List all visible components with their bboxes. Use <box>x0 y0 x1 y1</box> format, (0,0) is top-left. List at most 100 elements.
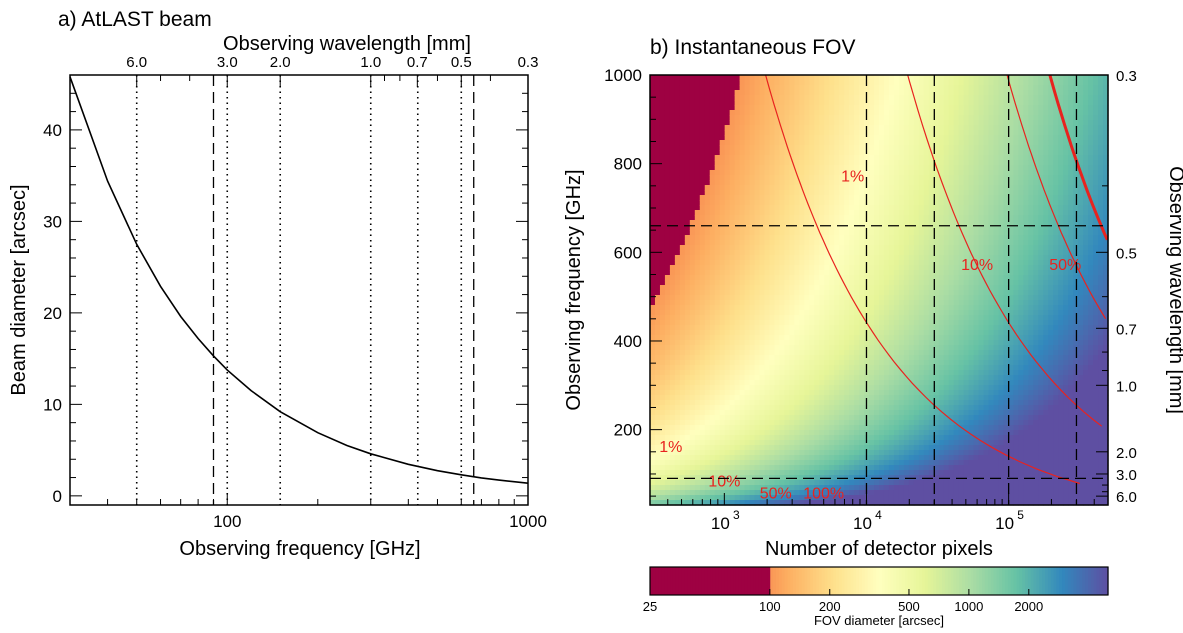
panel-b-heatmap-cell <box>844 290 850 296</box>
panel-b-heatmap-cell <box>679 295 686 301</box>
panel-b-heatmap-cell <box>659 285 666 291</box>
panel-b-heatmap-cell <box>869 260 875 266</box>
panel-b-heatmap-cell <box>849 265 855 271</box>
panel-b-heatmap-cell <box>659 455 666 461</box>
panel-b-heatmap-cell <box>684 235 691 241</box>
panel-b-heatmap-cell <box>918 185 925 191</box>
panel-b-heatmap-cell <box>784 480 790 486</box>
panel-b-heatmap-cell <box>913 315 920 321</box>
panel-b-heatmap-cell <box>883 460 890 466</box>
panel-b-heatmap-cell <box>859 470 865 476</box>
panel-b-heatmap-cell <box>829 425 835 431</box>
panel-b-heatmap-cell <box>764 110 771 116</box>
panel-b-heatmap-cell <box>754 170 761 176</box>
panel-b-heatmap-cell <box>784 225 790 231</box>
panel-b-heatmap-cell <box>888 235 895 241</box>
panel-b-heatmap-cell <box>908 210 915 216</box>
panel-b-heatmap-cell <box>664 220 671 226</box>
panel-b-heatmap-cell <box>819 165 825 171</box>
panel-b-heatmap-cell <box>669 290 676 296</box>
panel-b-heatmap-cell <box>654 230 661 236</box>
panel-b-heatmap-cell <box>719 175 726 181</box>
panel-b-heatmap-cell <box>684 370 691 376</box>
panel-b-heatmap-cell <box>814 490 820 496</box>
panel-b-heatmap-cell <box>654 445 661 451</box>
panel-b-heatmap-cell <box>829 295 835 301</box>
panel-b-heatmap-cell <box>918 130 925 136</box>
panel-b-heatmap-cell <box>869 255 875 261</box>
panel-b-heatmap-cell <box>879 135 885 141</box>
panel-b-heatmap-cell <box>898 80 905 86</box>
panel-b-heatmap-cell <box>779 190 786 196</box>
panel-b-heatmap-cell <box>809 410 815 416</box>
panel-b-heatmap-cell <box>819 415 825 421</box>
panel-a-y-tick-label: 30 <box>43 212 62 231</box>
panel-b-heatmap-cell <box>689 395 696 401</box>
panel-b-heatmap-cell <box>849 180 855 186</box>
panel-b-heatmap-cell <box>759 155 766 161</box>
panel-b-heatmap-cell <box>859 450 865 456</box>
panel-b-heatmap-cell <box>819 215 825 221</box>
panel-b-heatmap-cell <box>804 440 810 446</box>
panel-b-heatmap-cell <box>918 85 925 91</box>
panel-b-heatmap-cell <box>794 280 800 286</box>
panel-b-heatmap-cell <box>923 275 930 281</box>
panel-b-heatmap-cell <box>913 405 920 411</box>
panel-b-heatmap-cell <box>709 450 716 456</box>
panel-b-heatmap-cell <box>694 460 701 466</box>
panel-b-heatmap-cell <box>854 240 860 246</box>
panel-b-heatmap-cell <box>650 80 656 86</box>
panel-b-heatmap-cell <box>744 140 751 146</box>
panel-b-heatmap-cell <box>854 160 860 166</box>
panel-b-heatmap-cell <box>779 165 786 171</box>
panel-b-heatmap-cell <box>839 380 845 386</box>
panel-b-heatmap-cell <box>739 80 746 86</box>
panel-b-heatmap-cell <box>774 395 781 401</box>
panel-b-heatmap-cell <box>739 375 746 381</box>
panel-b-heatmap-cell <box>679 135 686 141</box>
panel-b-heatmap-cell <box>779 195 786 201</box>
panel-b-heatmap-cell <box>779 250 786 256</box>
panel-b-heatmap-cell <box>918 230 925 236</box>
panel-b-heatmap-cell <box>714 290 721 296</box>
panel-b-heatmap-cell <box>664 485 671 491</box>
panel-b-heatmap-cell <box>923 480 930 486</box>
panel-b-heatmap-cell <box>839 485 845 491</box>
panel-b-heatmap-cell <box>739 240 746 246</box>
panel-b-heatmap-cell <box>679 435 686 441</box>
panel-b-heatmap-cell <box>849 205 855 211</box>
panel-b-heatmap-cell <box>879 410 885 416</box>
panel-b-heatmap-cell <box>754 330 761 336</box>
panel-b-heatmap-cell <box>898 260 905 266</box>
panel-b-heatmap-cell <box>854 335 860 341</box>
panel-b-heatmap-cell <box>893 90 900 96</box>
panel-b-heatmap-cell <box>928 260 935 266</box>
panel-b-heatmap-cell <box>879 315 885 321</box>
panel-b-heatmap-cell <box>913 215 920 221</box>
panel-b-heatmap-cell <box>754 210 761 216</box>
panel-b-heatmap-cell <box>849 495 855 501</box>
panel-b-heatmap-cell <box>804 225 810 231</box>
panel-b-heatmap-cell <box>709 180 716 186</box>
panel-b-heatmap-cell <box>829 95 835 101</box>
panel-b-heatmap-cell <box>754 375 761 381</box>
panel-b-heatmap-cell <box>849 75 855 81</box>
panel-b-heatmap-cell <box>789 255 795 261</box>
panel-b-heatmap-cell <box>854 445 860 451</box>
panel-b-heatmap-cell <box>769 145 776 151</box>
panel-b-heatmap-cell <box>804 465 810 471</box>
panel-b-heatmap-cell <box>769 330 776 336</box>
panel-b-heatmap-cell <box>903 340 910 346</box>
panel-b-heatmap-cell <box>918 300 925 306</box>
panel-b-heatmap-cell <box>844 155 850 161</box>
panel-b-heatmap-cell <box>893 415 900 421</box>
panel-b-heatmap-cell <box>709 85 716 91</box>
panel-b-heatmap-cell <box>714 240 721 246</box>
panel-b-heatmap-cell <box>724 160 731 166</box>
panel-b-heatmap-cell <box>794 250 800 256</box>
panel-b-heatmap-cell <box>699 265 706 271</box>
panel-b-heatmap-cell <box>928 330 935 336</box>
panel-b-heatmap-cell <box>888 200 895 206</box>
panel-b-heatmap-cell <box>734 175 741 181</box>
panel-b-heatmap-cell <box>859 490 865 496</box>
